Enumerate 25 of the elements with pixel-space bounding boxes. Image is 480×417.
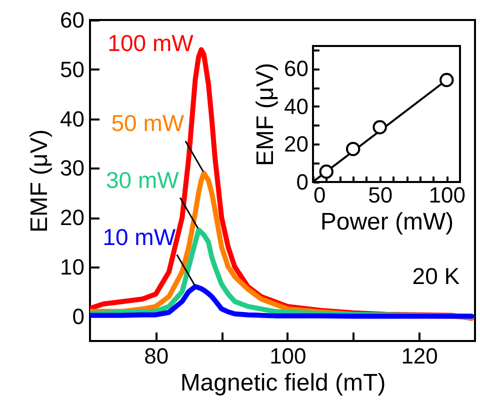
annotation: 20 K [412, 262, 460, 289]
x-tick-label: 100 [270, 344, 306, 368]
y-axis-title: EMF (μV) [252, 62, 280, 166]
series-label: 30 mW [106, 166, 180, 193]
x-axis-title: Magnetic field (mT) [180, 370, 386, 396]
y-tick-label: 50 [60, 56, 84, 82]
series-label: 50 mW [111, 110, 184, 136]
series-label: 10 mW [102, 224, 176, 250]
y-tick-label: 20 [60, 205, 84, 230]
y-tick-label: 10 [60, 254, 84, 280]
y-tick-label: 40 [60, 106, 84, 132]
series-label: 100 mW [108, 30, 194, 56]
y-tick-label: 20 [284, 132, 308, 157]
y-tick-label: 60 [284, 56, 308, 82]
x-tick-label: 120 [401, 344, 438, 368]
x-tick-label: 50 [368, 182, 393, 208]
y-tick-label: 30 [60, 156, 84, 181]
x-tick-label: 100 [428, 182, 466, 208]
y-tick-label: 60 [60, 8, 84, 32]
x-axis-title: Power (mW) [320, 208, 454, 236]
x-tick-label: 80 [144, 344, 169, 368]
x-tick-label: 0 [314, 182, 326, 208]
y-tick-label: 40 [284, 94, 308, 119]
y-axis-title: EMF (μV) [26, 129, 54, 233]
y-tick-label: 0 [72, 304, 84, 329]
